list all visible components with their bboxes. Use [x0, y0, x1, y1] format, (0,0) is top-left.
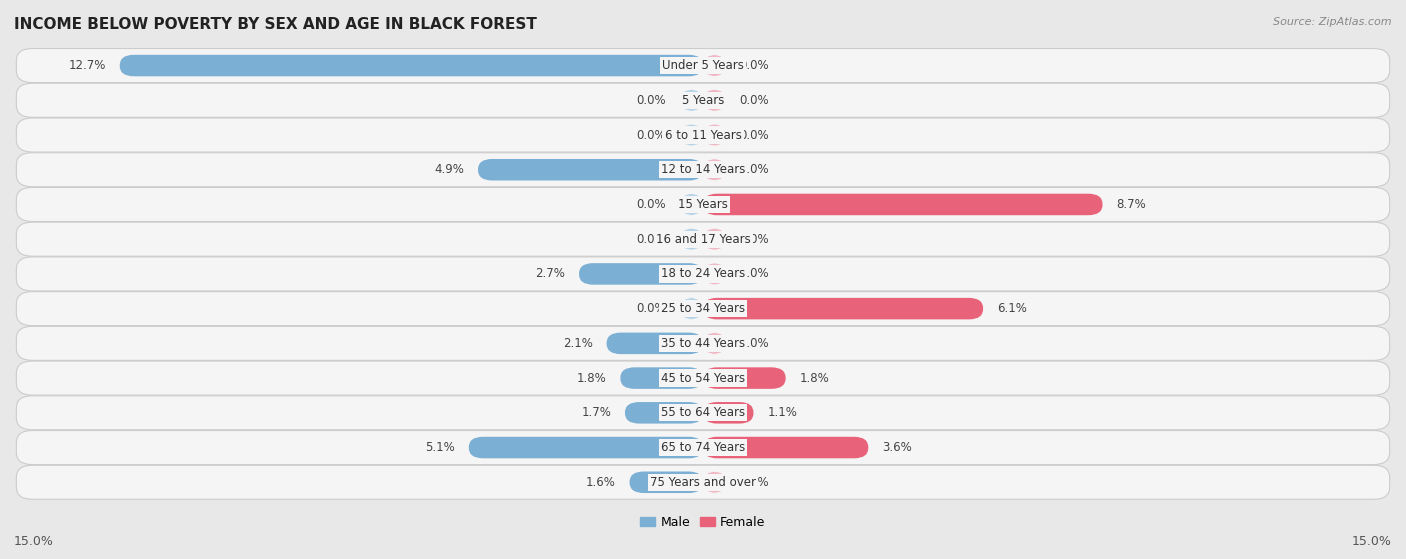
FancyBboxPatch shape — [703, 159, 725, 181]
Text: 1.6%: 1.6% — [586, 476, 616, 489]
Text: 0.0%: 0.0% — [740, 94, 769, 107]
Text: 0.0%: 0.0% — [637, 129, 666, 141]
Text: 6 to 11 Years: 6 to 11 Years — [665, 129, 741, 141]
FancyBboxPatch shape — [681, 229, 703, 250]
FancyBboxPatch shape — [17, 326, 1389, 361]
FancyBboxPatch shape — [17, 361, 1389, 395]
Text: Source: ZipAtlas.com: Source: ZipAtlas.com — [1274, 17, 1392, 27]
Text: 18 to 24 Years: 18 to 24 Years — [661, 267, 745, 281]
FancyBboxPatch shape — [17, 222, 1389, 256]
Text: 0.0%: 0.0% — [740, 129, 769, 141]
Text: 15 Years: 15 Years — [678, 198, 728, 211]
Text: 1.7%: 1.7% — [581, 406, 612, 419]
Text: 4.9%: 4.9% — [434, 163, 464, 176]
FancyBboxPatch shape — [703, 124, 725, 146]
FancyBboxPatch shape — [681, 193, 703, 215]
Text: 0.0%: 0.0% — [637, 198, 666, 211]
Text: 12 to 14 Years: 12 to 14 Years — [661, 163, 745, 176]
Text: 0.0%: 0.0% — [740, 337, 769, 350]
Text: 2.7%: 2.7% — [536, 267, 565, 281]
FancyBboxPatch shape — [17, 430, 1389, 465]
Text: 75 Years and over: 75 Years and over — [650, 476, 756, 489]
FancyBboxPatch shape — [468, 437, 703, 458]
FancyBboxPatch shape — [17, 396, 1389, 430]
FancyBboxPatch shape — [17, 292, 1389, 326]
Text: 0.0%: 0.0% — [637, 233, 666, 246]
FancyBboxPatch shape — [681, 124, 703, 146]
FancyBboxPatch shape — [703, 402, 754, 424]
FancyBboxPatch shape — [703, 89, 725, 111]
Text: 0.0%: 0.0% — [740, 59, 769, 72]
Text: 5 Years: 5 Years — [682, 94, 724, 107]
Text: 1.1%: 1.1% — [768, 406, 797, 419]
FancyBboxPatch shape — [17, 153, 1389, 187]
Text: 5.1%: 5.1% — [425, 441, 456, 454]
FancyBboxPatch shape — [17, 257, 1389, 291]
Text: Under 5 Years: Under 5 Years — [662, 59, 744, 72]
Text: 55 to 64 Years: 55 to 64 Years — [661, 406, 745, 419]
FancyBboxPatch shape — [703, 367, 786, 389]
FancyBboxPatch shape — [703, 55, 725, 77]
Text: 0.0%: 0.0% — [740, 163, 769, 176]
Text: 2.1%: 2.1% — [562, 337, 593, 350]
Text: 0.0%: 0.0% — [637, 94, 666, 107]
FancyBboxPatch shape — [681, 89, 703, 111]
FancyBboxPatch shape — [478, 159, 703, 181]
Text: 0.0%: 0.0% — [637, 302, 666, 315]
FancyBboxPatch shape — [703, 333, 725, 354]
Text: 16 and 17 Years: 16 and 17 Years — [655, 233, 751, 246]
FancyBboxPatch shape — [703, 193, 1102, 215]
FancyBboxPatch shape — [17, 118, 1389, 152]
Text: 8.7%: 8.7% — [1116, 198, 1146, 211]
FancyBboxPatch shape — [17, 465, 1389, 499]
Text: INCOME BELOW POVERTY BY SEX AND AGE IN BLACK FOREST: INCOME BELOW POVERTY BY SEX AND AGE IN B… — [14, 17, 537, 32]
FancyBboxPatch shape — [17, 83, 1389, 117]
Text: 12.7%: 12.7% — [69, 59, 105, 72]
FancyBboxPatch shape — [606, 333, 703, 354]
Text: 0.0%: 0.0% — [740, 233, 769, 246]
Text: 45 to 54 Years: 45 to 54 Years — [661, 372, 745, 385]
Text: 15.0%: 15.0% — [1353, 535, 1392, 548]
FancyBboxPatch shape — [630, 471, 703, 493]
FancyBboxPatch shape — [703, 263, 725, 285]
Text: 0.0%: 0.0% — [740, 476, 769, 489]
Text: 0.0%: 0.0% — [740, 267, 769, 281]
FancyBboxPatch shape — [17, 187, 1389, 221]
FancyBboxPatch shape — [120, 55, 703, 77]
Text: 25 to 34 Years: 25 to 34 Years — [661, 302, 745, 315]
FancyBboxPatch shape — [703, 437, 869, 458]
Legend: Male, Female: Male, Female — [636, 510, 770, 533]
FancyBboxPatch shape — [579, 263, 703, 285]
FancyBboxPatch shape — [703, 229, 725, 250]
Text: 1.8%: 1.8% — [576, 372, 606, 385]
FancyBboxPatch shape — [620, 367, 703, 389]
FancyBboxPatch shape — [624, 402, 703, 424]
FancyBboxPatch shape — [703, 471, 725, 493]
Text: 65 to 74 Years: 65 to 74 Years — [661, 441, 745, 454]
Text: 35 to 44 Years: 35 to 44 Years — [661, 337, 745, 350]
Text: 3.6%: 3.6% — [882, 441, 912, 454]
Text: 15.0%: 15.0% — [14, 535, 53, 548]
FancyBboxPatch shape — [703, 298, 983, 319]
FancyBboxPatch shape — [681, 298, 703, 319]
Text: 1.8%: 1.8% — [800, 372, 830, 385]
Text: 6.1%: 6.1% — [997, 302, 1026, 315]
FancyBboxPatch shape — [17, 49, 1389, 83]
